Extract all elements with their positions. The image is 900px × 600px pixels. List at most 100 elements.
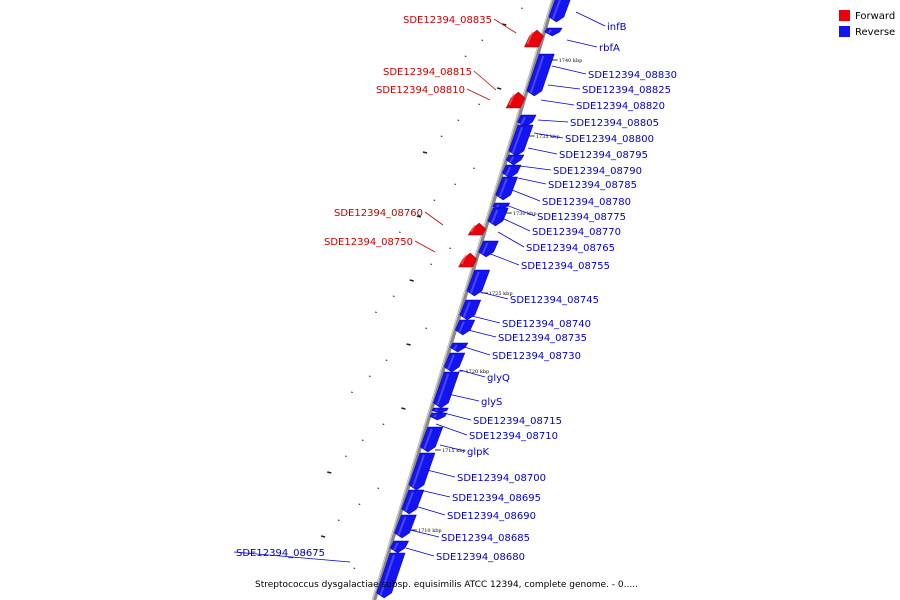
gene-label: SDE12394_08785 — [548, 180, 637, 191]
forward-gene-block — [505, 91, 526, 109]
gene-label: SDE12394_08820 — [576, 101, 665, 112]
gene-label: SDE12394_08815 — [383, 67, 472, 78]
gene-block-shading — [379, 554, 396, 596]
feature-mark — [377, 487, 380, 489]
reverse-gene-block — [505, 154, 525, 166]
gene-block-shading — [470, 224, 476, 233]
gene-leader-line — [501, 217, 531, 232]
tick-label: 1730 kbp — [513, 211, 537, 217]
gene-leader-line — [439, 444, 466, 452]
gene-block-shading — [529, 55, 545, 94]
feature-mark — [497, 87, 502, 90]
gene-leader-line — [467, 329, 497, 338]
gene-label: SDE12394_08790 — [553, 166, 642, 177]
gene-leader-line — [533, 132, 564, 139]
gene-leader-line — [497, 231, 525, 248]
gene-leader-line — [233, 551, 351, 563]
gene-label: SDE12394_08700 — [457, 473, 546, 484]
gene-leader-line — [471, 315, 501, 324]
gene-block-shading — [481, 242, 489, 255]
gene-leader-line — [537, 119, 569, 123]
gene-leader-line — [405, 547, 435, 557]
gene-block-shading — [551, 0, 561, 20]
gene-block-shading — [453, 344, 458, 350]
gene-leader-line — [473, 70, 497, 91]
feature-mark — [303, 551, 306, 553]
feature-mark — [344, 455, 347, 457]
feature-mark — [502, 23, 507, 26]
gene-label: infB — [607, 22, 627, 33]
legend-reverse-swatch — [839, 26, 850, 37]
feature-mark — [334, 583, 337, 585]
genome-backbone-highlight — [372, 0, 553, 600]
feature-mark — [375, 311, 377, 313]
gene-block-shading — [462, 301, 471, 318]
gene-block-shading — [496, 204, 500, 208]
feature-mark — [454, 183, 457, 185]
gene-leader-line — [575, 11, 606, 27]
gene-block-shading — [505, 166, 512, 176]
gene-leader-line — [435, 423, 468, 436]
gene-label: SDE12394_08710 — [469, 431, 558, 442]
tick-label: 1740 kbp — [559, 58, 583, 64]
feature-marks-layer — [303, 7, 523, 585]
gene-label: SDE12394_08825 — [582, 85, 671, 96]
gene-label: SDE12394_08715 — [473, 416, 562, 427]
gene-block-shading — [404, 491, 414, 512]
gene-leader-line — [409, 529, 440, 538]
gene-leader-line — [551, 65, 587, 75]
gene-leader-line — [479, 291, 509, 300]
gene-block-shading — [547, 29, 552, 34]
gene-label: SDE12394_08755 — [521, 261, 610, 272]
gene-leader-line — [540, 99, 575, 106]
gene-label: SDE12394_08765 — [526, 243, 615, 254]
gene-block-shading — [509, 156, 514, 163]
forward-gene-block — [467, 222, 487, 236]
feature-mark — [409, 279, 414, 282]
gene-label: SDE12394_08780 — [542, 197, 631, 208]
feature-mark — [520, 7, 523, 9]
feature-mark — [401, 407, 406, 410]
feature-mark — [416, 215, 422, 218]
gene-block-shading — [436, 373, 450, 406]
gene-leader-line — [414, 505, 446, 516]
feature-mark — [327, 471, 332, 474]
reverse-gene-block — [544, 27, 563, 37]
gene-leader-line — [459, 369, 486, 378]
gene-label: SDE12394_08745 — [510, 295, 599, 306]
legend-forward-swatch — [839, 10, 850, 21]
feature-mark — [473, 167, 475, 169]
gene-block-shading — [526, 31, 534, 45]
gene-label: SDE12394_08835 — [403, 15, 492, 26]
feature-mark — [406, 343, 411, 346]
gene-block-shading — [490, 209, 499, 224]
gene-label: SDE12394_08775 — [537, 212, 626, 223]
gene-block-shading — [460, 254, 467, 265]
feature-mark — [353, 567, 356, 569]
legend-reverse-label: Reverse — [855, 27, 895, 38]
feature-mark — [464, 55, 467, 57]
gene-label: SDE12394_08675 — [236, 548, 325, 559]
gene-leader-line — [517, 177, 547, 185]
reverse-gene-block — [501, 164, 522, 179]
feature-mark — [351, 391, 353, 393]
gene-label: SDE12394_08810 — [376, 85, 465, 96]
gene-leader-line — [466, 88, 491, 101]
gene-leader-line — [566, 39, 598, 48]
feature-mark — [481, 39, 484, 41]
gene-label: SDE12394_08730 — [492, 351, 581, 362]
gene-block-shading — [447, 354, 455, 370]
reverse-gene-block — [449, 342, 469, 353]
gene-block-shading — [508, 93, 515, 106]
gene-leader-line — [457, 344, 491, 356]
gene-label: SDE12394_08680 — [436, 552, 525, 563]
gene-block-shading — [433, 414, 437, 418]
feature-mark — [385, 359, 388, 361]
gene-label: SDE12394_08740 — [502, 319, 591, 330]
feature-mark — [361, 439, 364, 441]
gene-leader-line — [419, 489, 451, 498]
feature-mark — [320, 535, 326, 538]
gene-label: SDE12394_08690 — [447, 511, 536, 522]
genome-backbone — [371, 0, 556, 600]
